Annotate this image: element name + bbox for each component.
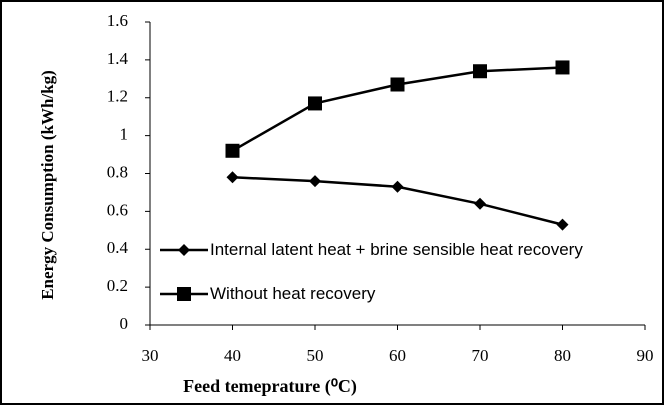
marker [474, 197, 486, 210]
marker [309, 175, 321, 188]
marker [555, 60, 570, 75]
y-axis-label-box: Energy Consumption (kWh/kg) [38, 70, 57, 300]
y-tick-label: 0 [120, 314, 129, 333]
x-tick-label: 90 [637, 346, 654, 365]
marker [308, 96, 322, 111]
marker [177, 287, 191, 301]
marker [226, 171, 239, 184]
x-tick-label: 80 [554, 346, 571, 365]
y-tick-label: 1.4 [107, 49, 129, 68]
y-axis-label: Energy Consumption (kWh/kg) [38, 70, 57, 300]
y-tick-label: 0.6 [107, 200, 128, 219]
x-tick-label: 40 [224, 346, 241, 365]
y-tick-label: 1.2 [107, 87, 128, 106]
marker [225, 143, 240, 158]
legend-label-box: Internal latent heat + brine sensible he… [210, 240, 583, 259]
y-tick-label: 0.8 [107, 162, 128, 181]
legend-label: Without heat recovery [210, 284, 376, 303]
marker [391, 180, 404, 193]
x-tick-label: 30 [142, 346, 159, 365]
marker [473, 64, 487, 79]
x-tick-label: 50 [307, 346, 324, 365]
marker [178, 244, 190, 256]
x-tick-label: 70 [472, 346, 489, 365]
marker [556, 218, 569, 231]
y-tick-label: 0.2 [107, 276, 128, 295]
y-tick-label: 1 [120, 125, 129, 144]
legend-label: Internal latent heat + brine sensible he… [210, 240, 583, 259]
y-tick-label: 0.4 [107, 238, 129, 257]
x-axis-label: Feed temeprature (⁰C) [183, 376, 357, 397]
legend-label-box: Without heat recovery [210, 284, 376, 303]
x-tick-label: 60 [389, 346, 406, 365]
y-tick-label: 1.6 [107, 11, 128, 30]
marker [390, 77, 405, 92]
